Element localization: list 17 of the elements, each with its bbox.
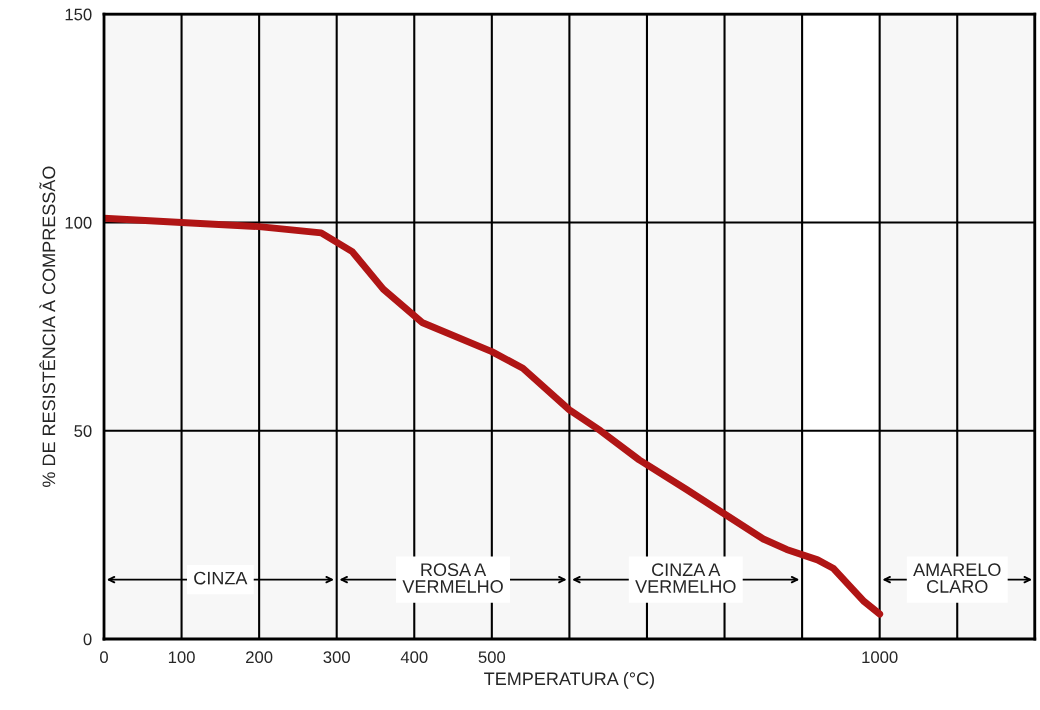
y-tick-label: 100 [65,216,92,229]
x-axis-title: TEMPERATURA (°C) [484,671,654,689]
x-tick-label: 0 [100,651,108,664]
y-tick-label: 150 [65,8,92,21]
x-tick-label: 400 [400,651,428,664]
x-tick-label: 1000 [862,651,898,664]
y-tick-label: 50 [74,425,92,437]
x-tick-label: 300 [323,651,350,664]
band-label: ROSA A VERMELHO [402,563,503,593]
x-tick-label: 100 [168,651,195,664]
x-tick-label: 200 [246,651,273,664]
band-label: CINZA A VERMELHO [635,563,736,593]
band-label: AMARELO CLARO [913,563,1001,593]
y-axis-title: % DE RESISTÊNCIA À COMPRESSÃO [39,166,56,487]
band-label: CINZA [194,571,248,585]
x-tick-label: 500 [478,651,506,664]
y-tick-label: 0 [83,633,92,646]
